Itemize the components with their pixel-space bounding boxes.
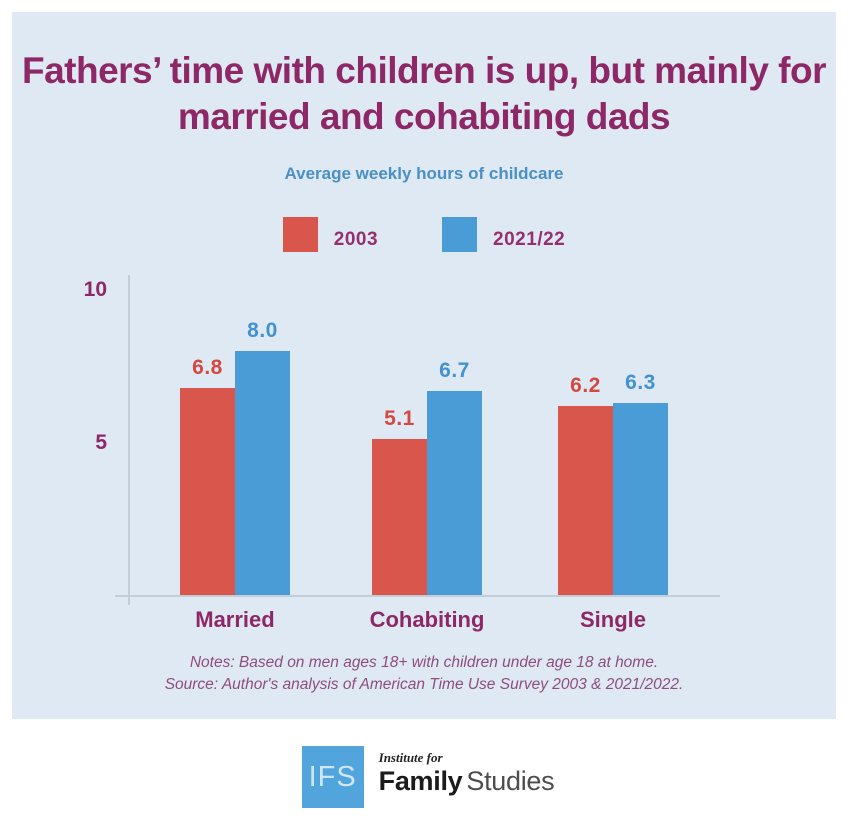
value-label-married-2021-22: 8.0 <box>247 319 278 342</box>
legend-item-2021-22: 2021/22 <box>442 217 565 252</box>
ifs-logo-name-light: Studies <box>466 766 555 796</box>
bar-single-2003 <box>558 406 613 595</box>
notes-line: Notes: Based on men ages 18+ with childr… <box>189 654 659 671</box>
bar-cohabiting-2003 <box>372 439 427 595</box>
ifs-logo-name-bold: Family <box>378 766 463 796</box>
legend-label-2021-22: 2021/22 <box>493 228 566 250</box>
ifs-logo-text: Institute for Family Studies <box>379 746 555 796</box>
x-label-married: Married <box>195 607 275 632</box>
chart-subtitle: Average weekly hours of childcare <box>284 164 564 183</box>
y-tick-5: 5 <box>95 430 107 454</box>
bar-single-2021-22 <box>613 403 668 595</box>
legend: 2003 2021/22 <box>12 217 836 252</box>
bar-cohabiting-2021-22 <box>427 391 482 595</box>
ifs-logo-abbr: IFS <box>308 760 357 793</box>
value-label-cohabiting-2003: 5.1 <box>384 407 415 430</box>
legend-swatch-2003 <box>282 217 318 252</box>
y-tick-10: 10 <box>83 278 107 301</box>
ifs-logo: IFS Institute for Family Studies <box>0 746 856 808</box>
y-axis-line <box>128 275 130 605</box>
chart-title: Fathers’ time with children is up, but m… <box>21 50 827 137</box>
value-label-cohabiting-2021-22: 6.7 <box>439 359 470 382</box>
value-label-married-2003: 6.8 <box>192 356 223 379</box>
source-line: Source: Author's analysis of American Ti… <box>164 676 684 693</box>
bar-married-2021-22 <box>235 351 290 595</box>
notes-block: Notes: Based on men ages 18+ with childr… <box>12 652 836 696</box>
chart-card: Fathers’ time with children is up, but m… <box>12 12 836 719</box>
ifs-logo-mark: IFS <box>301 746 364 808</box>
x-label-single: Single <box>579 607 646 632</box>
legend-swatch-2021-22 <box>442 217 478 252</box>
legend-item-2003: 2003 <box>282 217 379 252</box>
x-axis-line <box>115 595 720 597</box>
x-label-cohabiting: Cohabiting <box>369 607 485 632</box>
ifs-logo-tagline: Institute for <box>378 750 443 765</box>
ifs-logo-name: Family Studies <box>379 766 555 796</box>
value-label-single-2021-22: 6.3 <box>625 371 656 394</box>
value-label-single-2003: 6.2 <box>570 374 601 397</box>
bar-married-2003 <box>180 388 235 595</box>
bar-chart-plot: 5 10 6.8 5.1 6.2 8.0 6.7 6.3 Married Cohabiting Si… <box>12 275 836 635</box>
legend-label-2003: 2003 <box>333 228 379 250</box>
